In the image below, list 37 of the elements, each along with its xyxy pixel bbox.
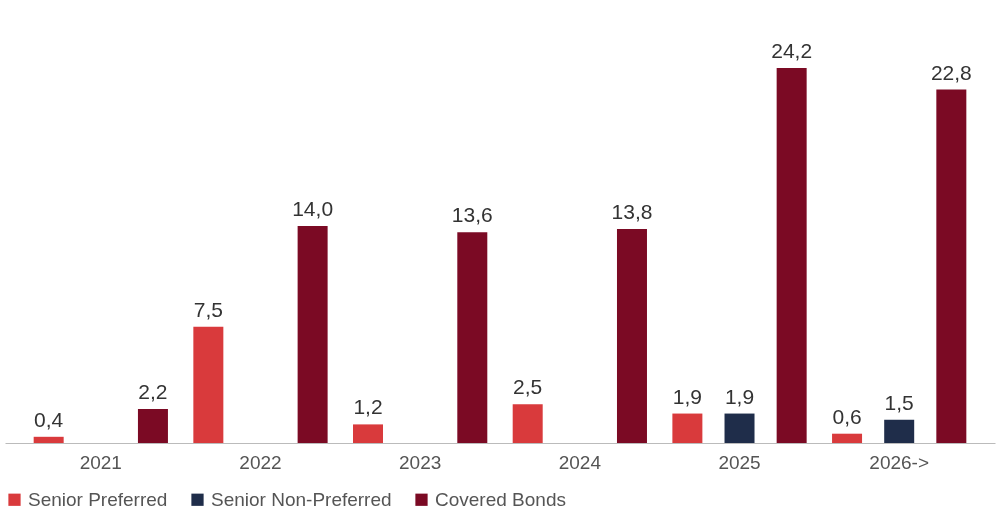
bar xyxy=(137,408,168,443)
bar xyxy=(776,67,807,443)
data-label: 1,2 xyxy=(353,395,383,419)
bar xyxy=(297,226,328,443)
data-label: 22,8 xyxy=(930,60,972,84)
bar xyxy=(936,89,967,443)
data-label: 1,9 xyxy=(724,384,755,408)
data-label: 0,6 xyxy=(832,404,862,428)
bar xyxy=(832,433,863,443)
data-label: 14,0 xyxy=(292,197,334,220)
bar xyxy=(884,419,915,443)
data-label: 0,4 xyxy=(34,407,64,431)
data-label: 13,8 xyxy=(611,200,653,224)
data-label: 13,6 xyxy=(451,203,493,227)
bar xyxy=(724,413,755,443)
legend-label: Covered Bonds xyxy=(435,488,566,510)
data-label: 2,5 xyxy=(513,375,543,399)
data-label: 1,5 xyxy=(884,390,914,414)
data-label: 2,2 xyxy=(138,379,168,403)
legend-label: Senior Preferred xyxy=(28,488,168,510)
data-label: 7,5 xyxy=(193,297,223,321)
x-tick-label: 2021 xyxy=(79,451,122,473)
x-tick-label: 2026-> xyxy=(869,451,930,473)
data-label: 24,2 xyxy=(771,38,813,62)
bar xyxy=(512,404,543,443)
x-tick-label: 2024 xyxy=(558,451,602,473)
bar xyxy=(193,326,224,443)
legend-label: Senior Non-Preferred xyxy=(211,488,392,510)
bar xyxy=(616,229,647,443)
bar xyxy=(672,413,703,443)
bar xyxy=(457,232,488,443)
bar xyxy=(33,436,64,443)
x-tick-label: 2025 xyxy=(718,451,761,473)
x-tick-label: 2022 xyxy=(239,451,282,473)
bar xyxy=(353,424,384,443)
data-label: 1,9 xyxy=(672,384,702,408)
x-tick-label: 2023 xyxy=(399,451,442,473)
